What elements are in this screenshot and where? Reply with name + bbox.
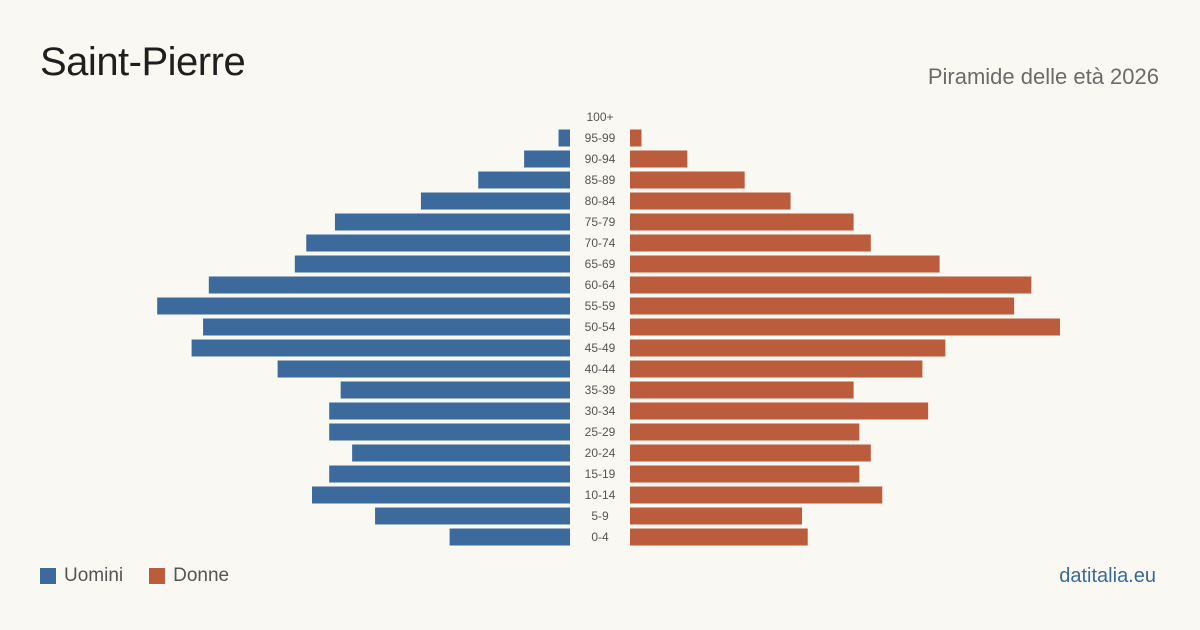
age-label-0-4: 0-4: [591, 530, 609, 544]
bar-men-80-84: [420, 192, 570, 210]
bar-men-60-64: [208, 276, 571, 294]
age-label-60-64: 60-64: [585, 278, 616, 292]
age-label-70-74: 70-74: [585, 236, 616, 250]
bar-women-70-74: [630, 234, 871, 252]
bar-men-35-39: [340, 381, 570, 399]
age-label-40-44: 40-44: [585, 362, 616, 376]
bar-men-20-24: [352, 444, 570, 462]
bar-men-65-69: [294, 255, 570, 273]
bar-women-10-14: [630, 486, 883, 504]
age-label-75-79: 75-79: [585, 215, 616, 229]
legend-label-women: Donne: [173, 565, 230, 586]
page-title: Saint-Pierre: [40, 40, 246, 84]
age-label-10-14: 10-14: [585, 488, 616, 502]
bar-men-50-54: [203, 318, 571, 336]
bar-men-40-44: [277, 360, 570, 378]
bar-women-60-64: [630, 276, 1032, 294]
bar-men-75-79: [334, 213, 570, 231]
legend-swatch-men: [40, 568, 56, 584]
bar-men-5-9: [375, 507, 570, 525]
age-label-85-89: 85-89: [585, 173, 616, 187]
age-label-25-29: 25-29: [585, 425, 616, 439]
bar-men-95-99: [558, 129, 570, 147]
bar-women-35-39: [630, 381, 854, 399]
bar-women-5-9: [630, 507, 802, 525]
bar-men-25-29: [329, 423, 570, 441]
age-label-80-84: 80-84: [585, 194, 616, 208]
bar-women-45-49: [630, 339, 946, 357]
legend-item-men: Uomini: [40, 565, 123, 587]
chart-subtitle: Piramide delle età 2026: [927, 64, 1159, 89]
bar-men-90-94: [524, 150, 570, 168]
legend-label-men: Uomini: [64, 565, 124, 586]
bar-women-65-69: [630, 255, 940, 273]
bar-women-90-94: [630, 150, 688, 168]
age-label-100plus: 100+: [586, 110, 613, 124]
bar-women-55-59: [630, 297, 1015, 315]
age-label-65-69: 65-69: [585, 257, 616, 271]
age-label-15-19: 15-19: [585, 467, 616, 481]
bar-women-25-29: [630, 423, 860, 441]
age-label-5-9: 5-9: [591, 509, 609, 523]
bar-women-20-24: [630, 444, 871, 462]
bar-women-85-89: [630, 171, 745, 189]
bar-women-30-34: [630, 402, 929, 420]
legend-swatch-women: [149, 568, 166, 584]
bar-men-0-4: [449, 528, 570, 546]
bar-men-85-89: [478, 171, 570, 189]
bar-men-70-74: [306, 234, 570, 252]
legend: Uomini Donne: [40, 565, 229, 587]
bar-women-80-84: [630, 192, 791, 210]
age-label-45-49: 45-49: [585, 341, 616, 355]
age-label-20-24: 20-24: [585, 446, 616, 460]
bar-men-10-14: [312, 486, 570, 504]
bar-women-95-99: [630, 129, 642, 147]
age-label-35-39: 35-39: [585, 383, 616, 397]
site-link[interactable]: datitalia.eu: [1059, 565, 1156, 587]
age-label-95-99: 95-99: [585, 131, 616, 145]
bar-men-15-19: [329, 465, 570, 483]
bar-women-50-54: [630, 318, 1060, 336]
age-label-30-34: 30-34: [585, 404, 616, 418]
bar-women-40-44: [630, 360, 923, 378]
bar-women-75-79: [630, 213, 854, 231]
legend-item-women: Donne: [149, 565, 229, 587]
bar-men-55-59: [157, 297, 570, 315]
age-label-90-94: 90-94: [585, 152, 616, 166]
bar-men-45-49: [191, 339, 570, 357]
bar-men-30-34: [329, 402, 570, 420]
bar-women-15-19: [630, 465, 860, 483]
age-label-55-59: 55-59: [585, 299, 616, 313]
bar-women-0-4: [630, 528, 808, 546]
age-label-50-54: 50-54: [585, 320, 616, 334]
